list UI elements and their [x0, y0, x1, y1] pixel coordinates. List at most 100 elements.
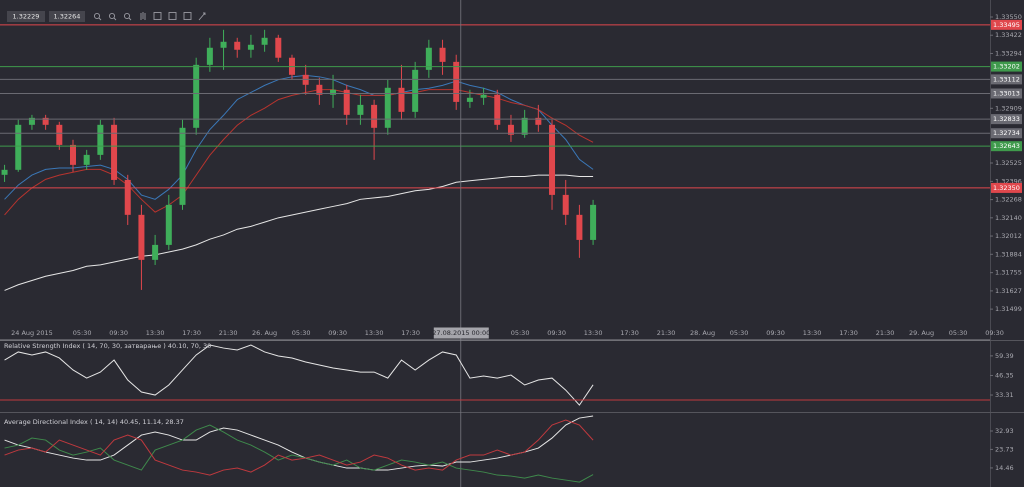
x-tick-label: 21:30	[876, 329, 895, 337]
y-tick-label: 1.31499	[995, 305, 1022, 313]
x-tick-label: 05:30	[73, 329, 92, 337]
x-tick-label: 17:30	[182, 329, 201, 337]
x-tick-label: 05:30	[292, 329, 311, 337]
candle-body	[549, 124, 556, 195]
level-label: 1.32734	[993, 129, 1020, 137]
y-tick-label: 1.31884	[995, 250, 1022, 258]
y-tick-label: 1.32525	[995, 159, 1022, 167]
level-label-box	[991, 74, 1022, 85]
x-tick-label: 21:30	[219, 329, 238, 337]
series-line	[4, 419, 594, 476]
level-label: 1.33202	[993, 63, 1020, 71]
candle-body	[234, 41, 241, 50]
x-tick-label: 05:30	[511, 329, 530, 337]
y-tick-label: 1.32396	[995, 177, 1022, 185]
series-line	[4, 174, 594, 291]
candle-body	[371, 104, 378, 128]
candle-body	[343, 89, 350, 115]
y-tick-label: 1.32012	[995, 232, 1022, 240]
candle-body	[275, 37, 282, 58]
candle-body	[111, 124, 118, 180]
x-tick-label: 09:30	[766, 329, 785, 337]
candle-body	[439, 47, 446, 62]
fullscreen-button[interactable]	[168, 12, 177, 20]
panel	[4, 415, 594, 483]
candle-body	[179, 127, 186, 205]
x-tick-label: 09:30	[547, 329, 566, 337]
candle-body	[69, 144, 76, 165]
x-tick-label: 28. Aug	[690, 329, 715, 337]
candle-body	[384, 87, 391, 128]
candle-body	[83, 154, 90, 165]
level-label-box	[991, 19, 1022, 30]
x-tick-label: 05:30	[949, 329, 968, 337]
candle-body	[466, 97, 473, 102]
price-box	[49, 11, 85, 22]
x-tick-label: 17:30	[839, 329, 858, 337]
level-label-box	[991, 182, 1022, 193]
candle-body	[357, 104, 364, 115]
candle-body	[535, 117, 542, 125]
y-tick-label: 59.39	[995, 352, 1014, 360]
candle-body	[193, 64, 200, 128]
series-line	[4, 344, 594, 406]
pen-button[interactable]	[198, 12, 206, 21]
y-tick-label: 23.73	[995, 445, 1014, 453]
y-tick-label: 1.33294	[995, 49, 1022, 57]
series-line	[4, 74, 594, 200]
candle-body	[398, 87, 405, 112]
candle-body	[412, 69, 419, 112]
price-box	[7, 11, 45, 22]
candle-body	[42, 117, 49, 125]
candle-body	[453, 61, 460, 102]
level-label-box	[991, 61, 1022, 72]
level-label: 1.33112	[993, 75, 1020, 83]
candle-body	[590, 204, 597, 240]
zoom-reset-button[interactable]	[123, 12, 132, 21]
candle-body	[521, 117, 528, 135]
crosshair-label: 27.08.2015 00:00	[432, 329, 490, 337]
x-tick-label: 09:30	[109, 329, 128, 337]
series-line	[4, 415, 594, 471]
y-tick-label: 33.31	[995, 391, 1014, 399]
candle-body	[124, 179, 131, 215]
zoom-out-button[interactable]	[108, 12, 117, 21]
save-button[interactable]	[183, 12, 192, 20]
y-tick-label: 1.31755	[995, 269, 1022, 277]
candle-body	[165, 204, 172, 245]
candle-body	[576, 214, 583, 240]
y-tick-label: 1.32140	[995, 214, 1022, 222]
x-tick-label: 21:30	[657, 329, 676, 337]
x-tick-label: 09:30	[985, 329, 1004, 337]
candle-body	[28, 117, 35, 125]
x-tick-label: 24 Aug 2015	[11, 329, 53, 337]
x-tick-label: 13:30	[803, 329, 822, 337]
y-tick-label: 1.31627	[995, 287, 1022, 295]
level-label: 1.32643	[993, 142, 1020, 150]
level-label-box	[991, 88, 1022, 99]
indicator-title: Average Directional Index ( 14, 14) 40.4…	[4, 418, 184, 426]
candle-body	[562, 194, 569, 215]
zoom-in-button[interactable]	[93, 12, 102, 21]
x-tick-label: 13:30	[584, 329, 603, 337]
toolbar: 1.32229 1.32264	[7, 11, 206, 22]
candle-body	[507, 124, 514, 135]
indicator-title: Relative Strength Index ( 14, 70, 30, за…	[4, 342, 211, 350]
level-label-box	[991, 128, 1022, 139]
candle-body	[316, 84, 323, 95]
candle-body	[480, 94, 487, 98]
draw-button[interactable]	[153, 12, 162, 20]
candle-body	[330, 89, 337, 95]
level-label-box	[991, 114, 1022, 125]
candle-body	[1, 169, 8, 175]
candle-body	[261, 37, 268, 45]
y-tick-label: 46.35	[995, 371, 1014, 379]
level-label: 1.32833	[993, 115, 1020, 123]
x-tick-label: 17:30	[620, 329, 639, 337]
y-tick-label: 32.93	[995, 427, 1014, 435]
settings-button[interactable]	[140, 12, 146, 20]
candle-body	[494, 94, 501, 125]
candle-body	[56, 124, 63, 145]
x-tick-label: 13:30	[365, 329, 384, 337]
candle-body	[206, 47, 213, 65]
